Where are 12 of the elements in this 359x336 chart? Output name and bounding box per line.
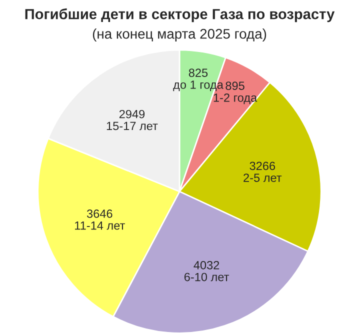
- data-label: 895: [226, 82, 244, 90]
- data-label: 3266: [250, 162, 276, 170]
- chart-subtitle: (на конец марта 2025 года): [92, 28, 266, 42]
- slice-label: 6-10 лет: [184, 272, 230, 282]
- data-label: 825: [188, 68, 208, 77]
- chart-title: Погибшие дети в секторе Газа по возрасту: [25, 8, 335, 22]
- data-label: 2949: [119, 110, 145, 118]
- data-label: 3646: [86, 210, 112, 218]
- slice-label: 15-17 лет: [106, 122, 158, 130]
- slice-label: 2-5 лет: [244, 174, 282, 182]
- slice-label: 11-14 лет: [75, 221, 125, 230]
- data-label: 4032: [194, 260, 220, 270]
